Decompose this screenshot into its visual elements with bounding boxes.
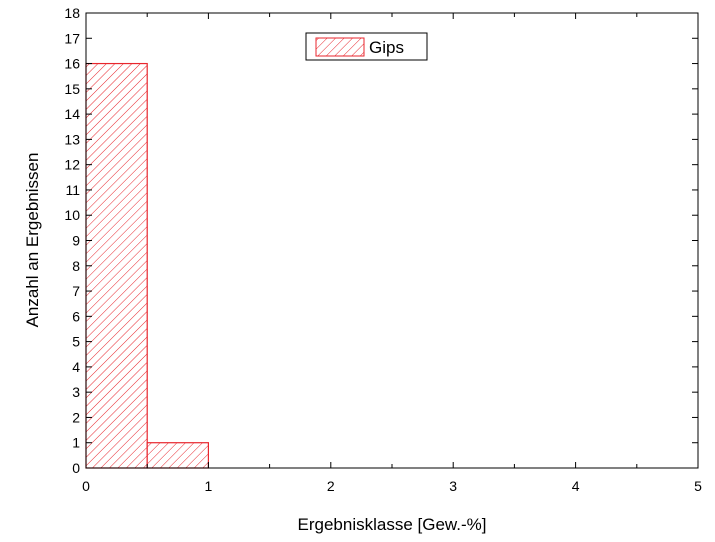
y-tick-label: 13 <box>64 131 80 147</box>
y-tick-label: 3 <box>72 384 80 400</box>
y-tick-label: 8 <box>72 258 80 274</box>
bar-0 <box>85 62 148 469</box>
y-tick-label: 0 <box>72 460 80 476</box>
legend-label: Gips <box>369 38 404 57</box>
y-tick-label: 4 <box>72 359 80 375</box>
y-tick-label: 12 <box>64 157 80 173</box>
x-tick-label: 5 <box>694 478 702 494</box>
x-tick-label: 2 <box>327 478 335 494</box>
y-tick-label: 16 <box>64 56 80 72</box>
y-tick-label: 17 <box>64 30 80 46</box>
plot-frame <box>85 12 699 469</box>
y-tick-label: 14 <box>64 106 80 122</box>
bars-group <box>85 62 209 469</box>
legend: Gips <box>305 32 428 61</box>
y-tick-label: 1 <box>72 435 80 451</box>
legend-swatch <box>315 37 365 57</box>
x-axis-title: Ergebnisklasse [Gew.-%] <box>298 515 487 534</box>
bar-1 <box>146 442 209 469</box>
x-tick-label: 3 <box>449 478 457 494</box>
x-tick-label: 0 <box>82 478 90 494</box>
y-tick-label: 9 <box>72 233 80 249</box>
y-tick-label: 11 <box>65 182 80 198</box>
y-tick-label: 6 <box>72 308 80 324</box>
y-tick-label: 7 <box>72 283 80 299</box>
y-tick-label: 18 <box>64 5 80 21</box>
y-tick-label: 5 <box>72 334 80 350</box>
x-tick-label: 4 <box>572 478 580 494</box>
y-tick-label: 15 <box>64 81 80 97</box>
x-tick-label: 1 <box>205 478 213 494</box>
y-tick-label: 2 <box>72 409 80 425</box>
y-tick-label: 10 <box>64 207 80 223</box>
x-axis: 0 1 2 3 4 5 <box>82 13 702 494</box>
y-axis-title: Anzahl an Ergebnissen <box>23 153 42 328</box>
